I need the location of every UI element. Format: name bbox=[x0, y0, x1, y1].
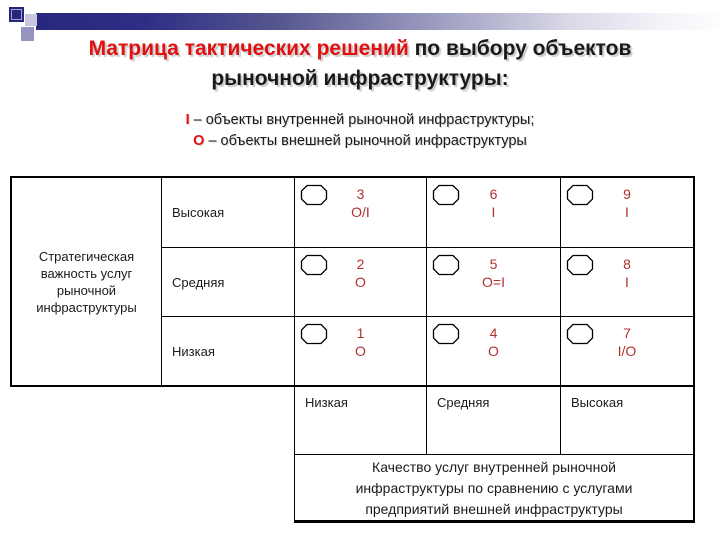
octagon-icon bbox=[566, 254, 594, 276]
cell-code: I bbox=[625, 204, 629, 220]
cell-code: O bbox=[488, 343, 499, 359]
cell-code: I bbox=[625, 274, 629, 290]
matrix-cell-8: 8 I bbox=[561, 248, 693, 317]
octagon-icon bbox=[432, 254, 460, 276]
octagon-icon bbox=[432, 184, 460, 206]
cell-number: 7 bbox=[623, 325, 631, 341]
matrix-cell-5: 5 O=I bbox=[427, 248, 561, 317]
caption-line-1: Качество услуг внутренней рыночной bbox=[372, 459, 616, 475]
legend: I – объекты внутренней рыночной инфрастру… bbox=[0, 110, 720, 152]
octagon-icon bbox=[300, 184, 328, 206]
col-label-low: Низкая bbox=[295, 387, 427, 454]
y-axis-label: Стратегическая важность услуг рыночной и… bbox=[12, 178, 162, 385]
title-rest: по выбору объектов bbox=[408, 37, 632, 60]
matrix-cell-6: 6 I bbox=[427, 178, 561, 248]
row-label-high: Высокая bbox=[162, 178, 295, 248]
cell-code: I/O bbox=[617, 343, 637, 359]
row-label-low: Низкая bbox=[162, 317, 295, 385]
matrix-cell-7: 7 I/O bbox=[561, 317, 693, 385]
matrix-cell-9: 9 I bbox=[561, 178, 693, 248]
slide-title: Матрица тактических решений по выбору об… bbox=[0, 34, 720, 94]
header-gradient-bar bbox=[36, 13, 720, 30]
legend-item-external: O – объекты внешней рыночной инфраструкту… bbox=[0, 131, 720, 152]
legend-text-internal: – объекты внутренней рыночной инфраструк… bbox=[193, 112, 535, 128]
decision-matrix-table: Стратегическая важность услуг рыночной и… bbox=[10, 176, 695, 387]
cell-number: 4 bbox=[489, 325, 498, 341]
cell-code: O bbox=[355, 343, 366, 359]
octagon-icon bbox=[566, 323, 594, 345]
title-line-1: Матрица тактических решений по выбору об… bbox=[0, 34, 720, 64]
matrix-cell-4: 4 O bbox=[427, 317, 561, 385]
corner-square-light-icon bbox=[25, 14, 37, 26]
corner-square-navy-icon bbox=[9, 7, 24, 22]
cell-number: 3 bbox=[356, 186, 365, 202]
cell-number: 1 bbox=[356, 325, 365, 341]
octagon-icon bbox=[300, 254, 328, 276]
cell-number: 8 bbox=[623, 256, 631, 272]
matrix-cell-2: 2 O bbox=[295, 248, 427, 317]
cell-number: 6 bbox=[489, 186, 498, 202]
corner-square-gray-icon bbox=[21, 27, 34, 41]
cell-code: O/I bbox=[351, 204, 370, 220]
cell-code: O bbox=[355, 274, 366, 290]
octagon-icon bbox=[566, 184, 594, 206]
matrix-cell-3: 3 O/I bbox=[295, 178, 427, 248]
caption-line-3: предприятий внешней инфраструктуры bbox=[365, 501, 623, 517]
cell-number: 2 bbox=[356, 256, 365, 272]
title-line-2: рыночной инфраструктуры: bbox=[211, 67, 509, 90]
legend-text-external: – объекты внешней рыночной инфраструктур… bbox=[208, 133, 527, 149]
x-axis-caption: Качество услуг внутренней рыночной инфра… bbox=[294, 454, 695, 523]
legend-symbol-o: O bbox=[193, 133, 205, 149]
cell-code: O=I bbox=[482, 274, 505, 290]
col-label-medium: Средняя bbox=[427, 387, 561, 454]
octagon-icon bbox=[432, 323, 460, 345]
cell-number: 9 bbox=[623, 186, 631, 202]
title-highlight: Матрица тактических решений bbox=[88, 37, 409, 60]
col-label-high: Высокая bbox=[571, 395, 624, 410]
legend-item-internal: I – объекты внутренней рыночной инфрастру… bbox=[0, 110, 720, 131]
legend-symbol-i: I bbox=[185, 112, 190, 128]
octagon-icon bbox=[300, 323, 328, 345]
cell-code: I bbox=[491, 204, 496, 220]
x-axis-labels-row: Низкая Средняя Высокая bbox=[294, 387, 695, 454]
cell-number: 5 bbox=[489, 256, 498, 272]
caption-line-2: инфраструктуры по сравнению с услугами bbox=[355, 480, 633, 496]
row-label-medium: Средняя bbox=[162, 248, 295, 317]
matrix-cell-1: 1 O bbox=[295, 317, 427, 385]
